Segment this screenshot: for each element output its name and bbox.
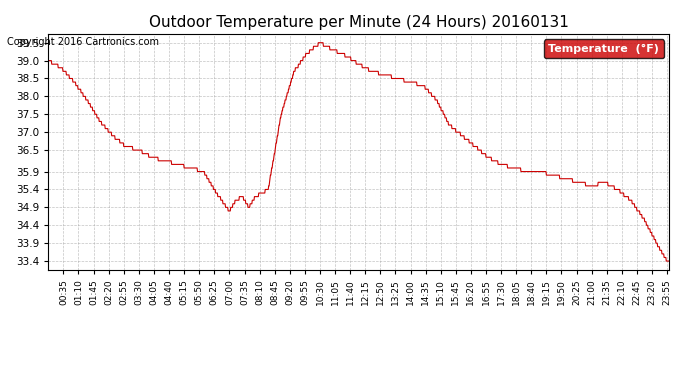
Text: Copyright 2016 Cartronics.com: Copyright 2016 Cartronics.com	[7, 37, 159, 47]
Legend: Temperature  (°F): Temperature (°F)	[544, 39, 664, 58]
Title: Outdoor Temperature per Minute (24 Hours) 20160131: Outdoor Temperature per Minute (24 Hours…	[149, 15, 569, 30]
